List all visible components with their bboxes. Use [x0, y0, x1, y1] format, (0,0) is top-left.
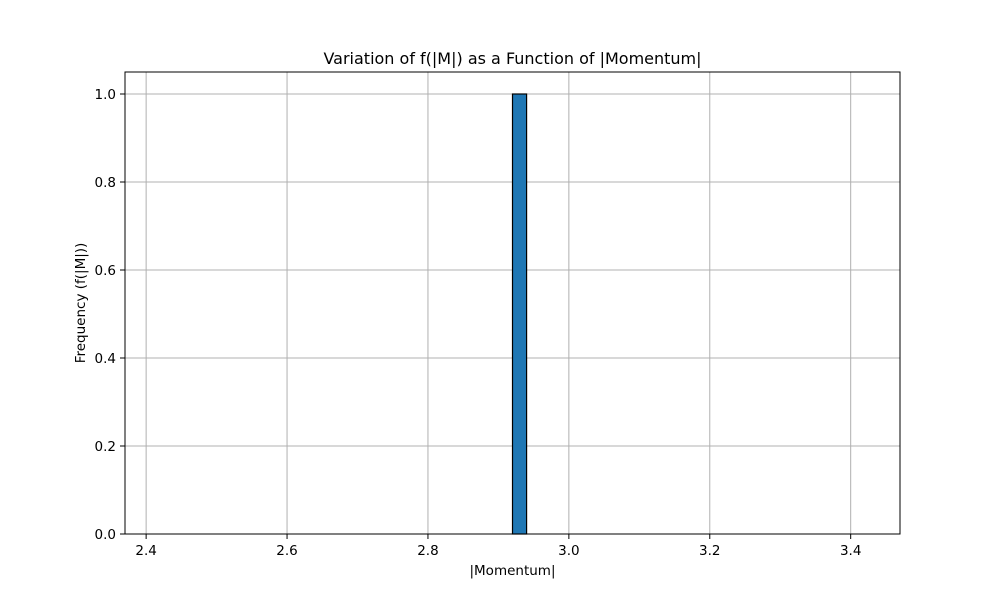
plot-frame — [124, 71, 901, 535]
y-axis-ticks: 0.0 0.2 0.4 0.6 0.8 1.0 — [95, 87, 125, 543]
y-tick-label: 0.4 — [95, 351, 116, 367]
y-axis-label: Frequency (f(|M|)) — [73, 243, 89, 364]
bars-layer — [511, 93, 528, 535]
x-tick-label: 2.8 — [417, 543, 438, 559]
x-tick-label: 3.4 — [840, 543, 861, 559]
x-tick-label: 2.4 — [135, 543, 156, 559]
x-axis-label: |Momentum| — [469, 563, 555, 579]
y-tick-label: 0.2 — [95, 439, 116, 455]
y-tick-label: 0.6 — [95, 263, 116, 279]
x-axis-ticks: 2.4 2.6 2.8 3.0 3.2 3.4 — [135, 534, 861, 559]
histogram-bar — [511, 93, 528, 535]
chart-title: Variation of f(|M|) as a Function of |Mo… — [323, 49, 701, 68]
y-tick-label: 0.0 — [95, 527, 116, 543]
x-tick-label: 3.0 — [558, 543, 579, 559]
x-tick-label: 2.6 — [276, 543, 297, 559]
y-tick-label: 1.0 — [95, 87, 116, 103]
y-tick-label: 0.8 — [95, 175, 116, 191]
x-tick-label: 3.2 — [699, 543, 720, 559]
